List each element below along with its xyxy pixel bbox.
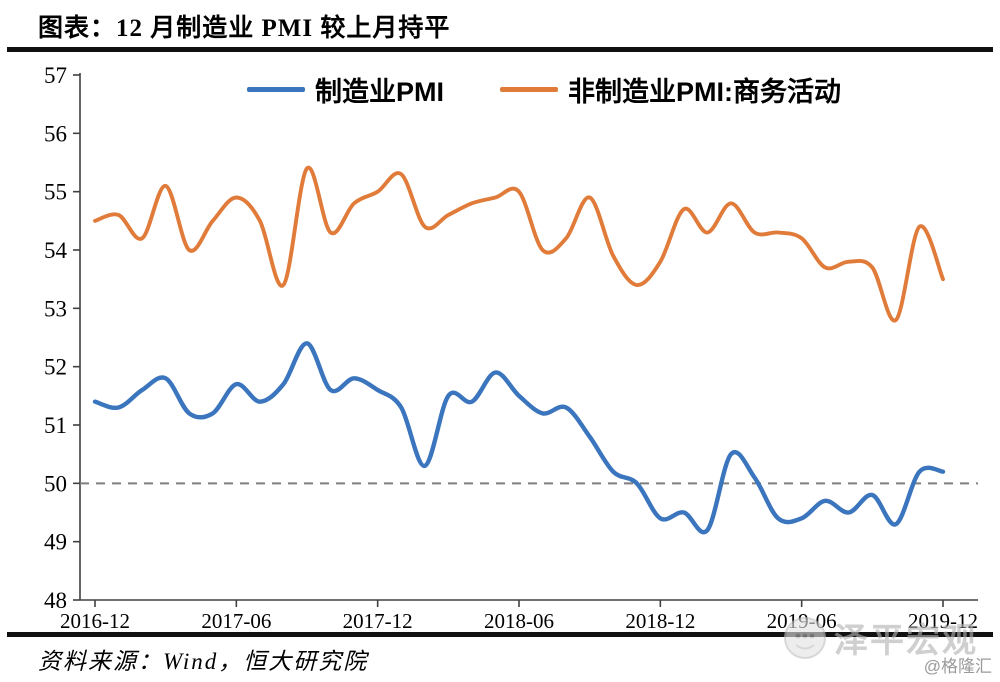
- x-tick-label: 2017-06: [201, 609, 271, 633]
- x-tick-label: 2018-12: [625, 609, 695, 633]
- watermark: 泽平宏观: [782, 613, 978, 662]
- y-tick-label: 57: [44, 63, 67, 88]
- legend-item-nonmanufacturing-pmi: 非制造业PMI:商务活动: [500, 70, 841, 109]
- legend-line-blue: [246, 87, 305, 92]
- y-axis: 48 49 50 51 52 53 54 55 56 57: [44, 63, 81, 613]
- y-tick-label: 52: [44, 355, 67, 380]
- x-tick-label: 2017-12: [343, 609, 413, 633]
- watermark-brand: 泽平宏观: [834, 622, 978, 660]
- x-axis: 2016-12 2017-06 2017-12 2018-06 2018-12 2019-…: [60, 599, 978, 633]
- series-line-1: [93, 165, 945, 323]
- y-tick-label: 50: [44, 471, 67, 496]
- top-divider: [7, 47, 993, 52]
- y-tick-label: 49: [44, 530, 67, 555]
- legend-label-nonmanufacturing-pmi: 非制造业PMI:商务活动: [568, 77, 841, 107]
- source-attribution: 资料来源：Wind，恒大研究院: [38, 649, 369, 674]
- smiley-face-logo-icon: [784, 616, 826, 659]
- legend: 制造业PMI 非制造业PMI:商务活动: [44, 70, 1000, 109]
- page-title: 图表：12 月制造业 PMI 较上月持平: [38, 15, 451, 42]
- series-line-0: [92, 341, 946, 535]
- x-tick-label: 2019-12: [908, 609, 978, 633]
- legend-item-manufacturing-pmi: 制造业PMI: [246, 70, 444, 109]
- series-lines: [92, 165, 946, 535]
- y-tick-label: 55: [44, 180, 67, 205]
- x-tick-label: 2018-06: [484, 609, 554, 633]
- y-tick-label: 48: [44, 588, 67, 613]
- legend-label-manufacturing-pmi: 制造业PMI: [314, 77, 444, 107]
- y-tick-label: 51: [44, 413, 67, 438]
- bottom-divider: [7, 632, 993, 637]
- y-tick-label: 54: [44, 238, 68, 263]
- legend-line-orange: [500, 87, 558, 92]
- y-tick-label: 56: [44, 121, 67, 146]
- y-tick-label: 53: [44, 296, 67, 321]
- x-tick-label: 2016-12: [60, 609, 130, 633]
- watermark-handle: @格隆汇: [923, 657, 992, 676]
